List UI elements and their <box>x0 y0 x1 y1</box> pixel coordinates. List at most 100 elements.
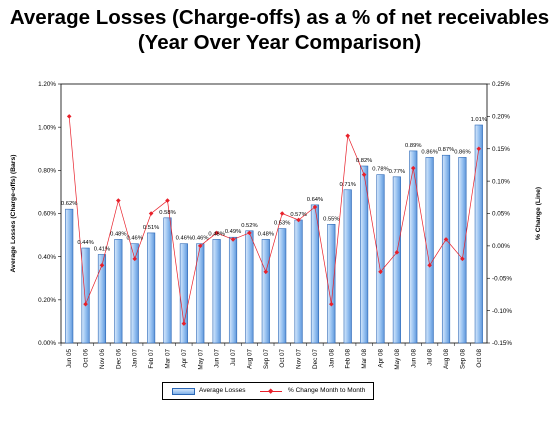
bar-data-label: 0.52% <box>241 223 257 229</box>
right-tick-label: 0.20% <box>492 114 510 121</box>
line-point <box>329 301 334 307</box>
x-tick-label: Jul 07 <box>230 349 237 366</box>
x-tick-label: Feb 08 <box>345 349 352 369</box>
bar-data-label: 0.77% <box>389 169 405 175</box>
x-tick-label: Aug 07 <box>246 349 253 369</box>
line-point <box>279 211 285 216</box>
x-tick-label: Nov 06 <box>99 349 106 369</box>
line-point <box>263 269 269 275</box>
line-point <box>443 237 449 242</box>
line-point <box>116 198 121 203</box>
x-tick-label: Mar 07 <box>165 349 172 369</box>
line-point <box>230 237 236 242</box>
line-point <box>132 256 138 262</box>
bar <box>163 217 172 344</box>
legend-line-swatch <box>260 391 282 392</box>
bar <box>310 204 320 344</box>
bar <box>294 219 303 344</box>
x-tick-label: Oct 07 <box>279 349 286 368</box>
legend-bar-label: Average Losses <box>199 387 246 394</box>
bar-data-label: 0.41% <box>94 247 110 253</box>
x-tick-label: Jun 05 <box>66 349 73 368</box>
line-point <box>247 230 252 236</box>
x-tick-label: Nov 07 <box>296 349 303 369</box>
right-axis-title: % Change (Line) <box>535 187 542 240</box>
chart-subtitle: (Year Over Year Comparison) <box>137 31 422 54</box>
line-point <box>214 230 219 236</box>
bar-data-label: 0.78% <box>372 167 388 173</box>
line-point <box>410 165 416 171</box>
left-tick-label: 0.80% <box>38 168 56 175</box>
bar <box>474 124 483 344</box>
x-tick-label: Jan 07 <box>132 349 139 368</box>
right-tick-label: 0.10% <box>492 178 510 185</box>
bar <box>212 239 221 344</box>
x-tick-label: Apr 07 <box>181 349 188 368</box>
x-tick-label: Feb 07 <box>148 349 155 369</box>
legend-marker-icon: ◆ <box>268 388 274 395</box>
bar-data-label: 0.46% <box>127 236 143 242</box>
line-series <box>68 116 480 324</box>
x-tick-label: Jan 08 <box>328 349 335 368</box>
x-tick-label: May 07 <box>197 349 204 370</box>
bar <box>261 239 270 344</box>
right-tick-label: 0.15% <box>492 146 510 153</box>
line-point <box>99 263 105 268</box>
bar <box>409 150 418 344</box>
bar-data-label: 0.89% <box>405 143 421 149</box>
right-tick-label: 0.05% <box>492 211 510 218</box>
x-tick-label: Sep 08 <box>459 349 466 369</box>
bar <box>179 243 188 344</box>
left-tick-label: 1.00% <box>38 124 56 131</box>
bar <box>327 223 336 344</box>
x-tick-label: Sep 07 <box>263 349 270 369</box>
bar-data-label: 0.62% <box>61 201 77 207</box>
right-tick-label: 0.00% <box>492 243 510 250</box>
line-point <box>312 204 318 210</box>
x-tick-label: Oct 08 <box>476 349 483 368</box>
line-point <box>83 301 88 307</box>
x-tick-label: Jun 07 <box>214 349 221 368</box>
legend-bar-swatch <box>172 388 195 395</box>
chart-title: Average Losses (Charge-offs) as a % of n… <box>9 6 550 29</box>
x-tick-label: May 08 <box>394 349 401 370</box>
bar-data-label: 0.82% <box>356 158 372 164</box>
right-tick-label: -0.05% <box>492 275 512 282</box>
legend-line-label: % Change Month to Month <box>288 387 366 394</box>
bar-data-label: 0.57% <box>290 212 306 218</box>
bar-data-label: 1.01% <box>471 117 487 123</box>
line-point <box>197 243 203 249</box>
bar <box>114 239 123 344</box>
line-point <box>165 198 170 203</box>
right-tick-label: -0.10% <box>492 308 512 315</box>
bar <box>81 247 90 344</box>
bar <box>425 157 434 344</box>
x-tick-label: Dec 07 <box>312 349 319 369</box>
right-tick-label: -0.15% <box>492 340 512 347</box>
x-tick-label: Jun 08 <box>410 349 417 368</box>
bar <box>65 208 74 344</box>
line-point <box>66 114 72 119</box>
x-tick-label: Oct 06 <box>83 349 90 368</box>
line-point <box>427 263 432 268</box>
bar <box>228 236 238 344</box>
bar <box>147 232 156 344</box>
left-tick-label: 0.20% <box>38 297 56 304</box>
line-point <box>361 172 367 177</box>
chart-legend: Average Losses ◆ % Change Month to Month <box>162 382 374 400</box>
x-tick-label: Dec 06 <box>115 349 122 369</box>
bar <box>458 157 467 344</box>
line-point <box>394 250 400 255</box>
left-tick-label: 0.40% <box>38 254 56 261</box>
bar-data-label: 0.55% <box>323 216 339 222</box>
left-tick-label: 0.60% <box>38 211 56 218</box>
bar <box>97 254 107 344</box>
bar-data-label: 0.86% <box>421 149 437 155</box>
bar-data-label: 0.46% <box>192 236 208 242</box>
left-tick-label: 1.20% <box>38 81 56 88</box>
bar-data-label: 0.44% <box>77 240 93 246</box>
line-point <box>476 146 482 152</box>
bar-data-label: 0.48% <box>258 231 274 237</box>
x-tick-label: Aug 08 <box>443 349 450 369</box>
